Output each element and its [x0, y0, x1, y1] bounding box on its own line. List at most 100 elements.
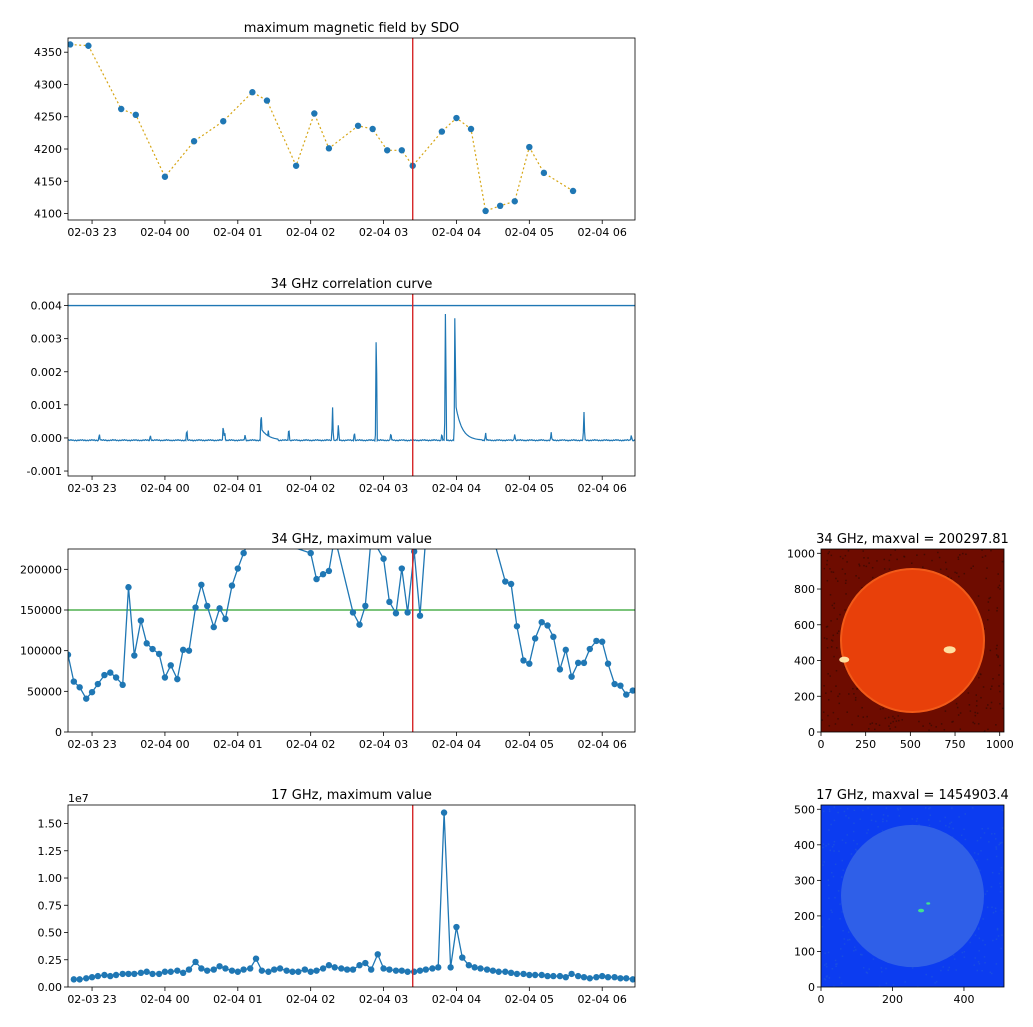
noise-speck [1001, 934, 1003, 936]
data-point [599, 972, 606, 980]
chart-title: 34 GHz, maximum value [271, 532, 432, 547]
noise-speck [833, 844, 835, 846]
noise-speck [951, 807, 953, 809]
noise-speck [963, 956, 966, 958]
noise-speck [848, 693, 850, 695]
noise-speck [992, 677, 994, 680]
y-tick-label: 1000 [787, 547, 815, 560]
series-line [70, 43, 574, 212]
x-tick-label: 02-04 03 [359, 993, 408, 1006]
noise-speck [828, 918, 830, 920]
noise-speck [833, 850, 835, 852]
data-point [161, 173, 169, 180]
noise-speck [969, 941, 971, 944]
noise-speck [973, 852, 976, 854]
noise-speck [953, 958, 956, 960]
data-point [574, 972, 582, 980]
noise-speck [875, 723, 877, 725]
noise-speck [981, 827, 983, 830]
plot-area [68, 41, 577, 215]
noise-speck [985, 707, 988, 709]
noise-speck [853, 822, 855, 825]
data-point [629, 687, 635, 694]
data-point [526, 971, 533, 979]
data-point [544, 972, 551, 980]
data-point [161, 968, 169, 975]
active-region [918, 908, 925, 913]
noise-speck [923, 553, 926, 556]
noise-speck [825, 976, 828, 978]
noise-speck [828, 725, 831, 727]
noise-speck [841, 859, 844, 862]
noise-speck [882, 707, 884, 710]
axes-frame [820, 548, 1005, 733]
noise-speck [883, 558, 886, 561]
y-tick-label: 4200 [34, 143, 62, 156]
noise-speck [904, 981, 906, 983]
x-tick-label: 02-04 00 [140, 226, 189, 239]
noise-speck [862, 809, 864, 812]
noise-speck [939, 820, 941, 822]
data-point [482, 207, 489, 215]
axes-frame [820, 804, 1005, 988]
noise-speck [982, 686, 985, 688]
noise-speck [833, 819, 836, 822]
noise-speck [826, 559, 829, 562]
noise-speck [989, 649, 992, 652]
data-point [222, 965, 229, 972]
chart-title: maximum magnetic field by SDO [244, 21, 460, 36]
noise-speck [997, 655, 999, 657]
noise-speck [839, 613, 841, 616]
noise-speck [987, 601, 990, 603]
noise-speck [978, 937, 981, 939]
x-tick-label: 02-04 03 [359, 226, 408, 239]
noise-speck [982, 939, 984, 942]
data-point [343, 966, 351, 973]
noise-speck [1000, 580, 1002, 582]
data-point [258, 967, 266, 974]
data-point [477, 965, 484, 972]
noise-speck [822, 711, 825, 713]
noise-speck [925, 973, 927, 976]
x-tick-label: 02-04 01 [213, 226, 262, 239]
data-point [502, 578, 509, 585]
data-point [538, 619, 545, 626]
y-tick-label: 200 [794, 910, 815, 923]
noise-speck [973, 722, 976, 725]
data-point [369, 125, 376, 133]
noise-speck [844, 609, 846, 611]
noise-speck [862, 716, 865, 718]
y-tick-label: 0.002 [31, 366, 63, 379]
data-point [246, 965, 254, 972]
data-point [507, 580, 515, 588]
noise-speck [995, 654, 998, 656]
data-point [526, 660, 533, 667]
y-tick-label: 0.00 [38, 981, 63, 994]
noise-speck [943, 728, 946, 731]
noise-speck [892, 983, 895, 986]
solar-image [821, 549, 1004, 732]
chart-2: 02-03 23 02-04 00 02-04 01 02-04 02 02-04 03… [20, 532, 636, 751]
y-tick-label: 400 [794, 655, 815, 668]
noise-speck [989, 707, 992, 710]
data-point [354, 122, 362, 129]
noise-speck [831, 640, 834, 642]
noise-speck [831, 968, 834, 970]
x-tick-label: 02-04 00 [140, 482, 189, 495]
noise-speck [999, 664, 1001, 667]
noise-speck [979, 837, 982, 839]
data-point [263, 97, 271, 104]
data-point [88, 688, 96, 696]
data-point [483, 966, 491, 973]
noise-speck [863, 557, 865, 559]
noise-speck [998, 843, 1000, 846]
noise-speck [997, 656, 999, 659]
noise-speck [846, 711, 848, 713]
noise-speck [857, 715, 859, 717]
noise-speck [956, 706, 959, 709]
noise-speck [977, 961, 980, 963]
x-tick-label: 02-04 02 [286, 738, 335, 751]
noise-speck [853, 946, 856, 948]
noise-speck [856, 843, 858, 845]
